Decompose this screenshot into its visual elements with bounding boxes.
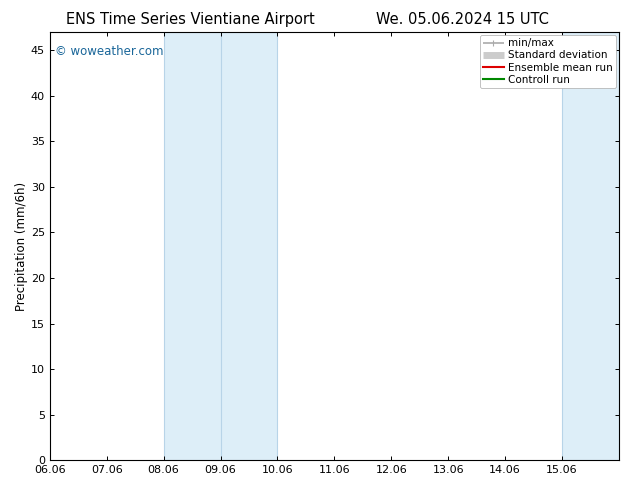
Legend: min/max, Standard deviation, Ensemble mean run, Controll run: min/max, Standard deviation, Ensemble me… xyxy=(480,35,616,88)
Bar xyxy=(164,32,278,460)
Bar xyxy=(562,32,619,460)
Text: ENS Time Series Vientiane Airport: ENS Time Series Vientiane Airport xyxy=(66,12,314,27)
Text: We. 05.06.2024 15 UTC: We. 05.06.2024 15 UTC xyxy=(377,12,549,27)
Text: © woweather.com: © woweather.com xyxy=(55,45,164,58)
Y-axis label: Precipitation (mm/6h): Precipitation (mm/6h) xyxy=(15,182,28,311)
